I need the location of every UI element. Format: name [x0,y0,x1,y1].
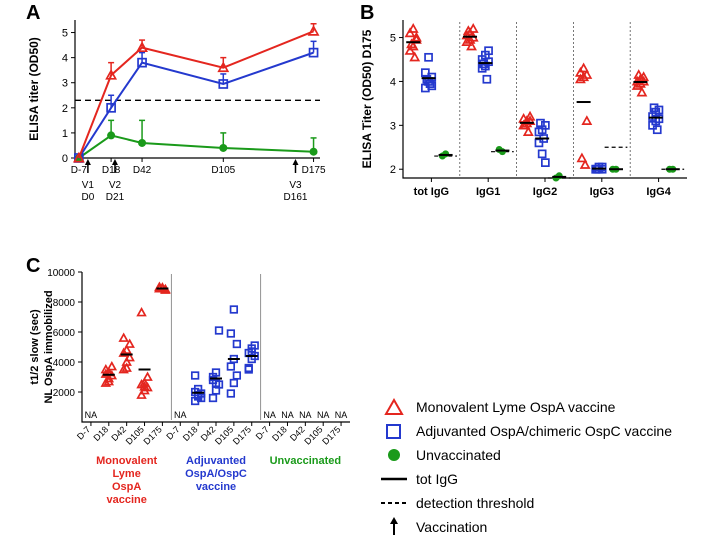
svg-text:Unvaccinated: Unvaccinated [270,455,342,467]
svg-text:6000: 6000 [53,328,76,339]
legend-monovalent-label: Monovalent Lyme OspA vaccine [416,399,615,415]
legend-adjuvanted-label: Adjuvanted OspA/chimeric OspC vaccine [416,423,672,439]
legend-unvaccinated: Unvaccinated [380,443,672,467]
svg-text:2000: 2000 [53,388,76,399]
svg-text:D105: D105 [124,424,146,446]
svg-text:NA: NA [263,410,276,420]
svg-text:t1/2 slow (sec): t1/2 slow (sec) [29,309,41,385]
svg-text:D42: D42 [133,165,152,176]
svg-text:0: 0 [62,153,68,165]
svg-text:NA: NA [281,410,294,420]
svg-text:V3: V3 [289,180,302,191]
svg-text:D175: D175 [302,165,326,176]
svg-text:D105: D105 [302,424,324,446]
svg-text:ELISA titer (OD50): ELISA titer (OD50) [27,37,41,141]
svg-text:5: 5 [390,33,396,45]
svg-text:3: 3 [390,120,396,132]
svg-text:IgG1: IgG1 [476,186,500,198]
svg-text:2: 2 [390,164,396,176]
legend-adjuvanted: Adjuvanted OspA/chimeric OspC vaccine [380,419,672,443]
legend-detection-label: detection threshold [416,495,534,511]
svg-text:D-7: D-7 [71,165,88,176]
svg-text:2: 2 [62,103,68,115]
svg-text:D18: D18 [270,424,289,443]
svg-text:ELISA Titer (OD50) D175: ELISA Titer (OD50) D175 [360,29,374,168]
svg-text:vaccine: vaccine [106,494,146,506]
svg-text:D-7: D-7 [254,424,271,441]
svg-text:D175: D175 [231,424,253,446]
svg-text:NA: NA [317,410,330,420]
svg-text:D0: D0 [81,192,94,203]
svg-text:Lyme: Lyme [113,468,141,480]
legend-unvaccinated-label: Unvaccinated [416,447,501,463]
svg-text:8000: 8000 [53,298,76,309]
legend-detection: detection threshold [380,491,672,515]
svg-text:IgG2: IgG2 [533,186,557,198]
svg-text:V2: V2 [109,180,122,191]
svg-text:NA: NA [174,410,187,420]
svg-text:V1: V1 [82,180,95,191]
svg-text:NA: NA [85,410,98,420]
legend-vaccination-label: Vaccination [416,519,487,535]
svg-text:IgG4: IgG4 [646,186,671,198]
svg-text:D-7: D-7 [75,424,92,441]
svg-text:1: 1 [62,128,68,140]
panel-c-chart: 200040006000800010000D-7NAD18D42D105D175… [20,262,360,542]
panel-b-chart: 2 3 4 5 tot IgG IgG1 IgG2 IgG3 IgG4 ELISA Titer (… [355,8,695,223]
svg-text:Adjuvanted: Adjuvanted [186,455,246,467]
svg-text:tot IgG: tot IgG [414,186,449,198]
svg-text:D-7: D-7 [164,424,181,441]
svg-text:D21: D21 [106,192,125,203]
svg-text:D18: D18 [181,424,200,443]
legend-totigg: tot IgG [380,467,672,491]
svg-text:IgG3: IgG3 [590,186,614,198]
svg-text:D105: D105 [213,424,235,446]
svg-text:D175: D175 [142,424,164,446]
svg-text:D175: D175 [320,424,342,446]
svg-text:OspA: OspA [112,481,141,493]
svg-text:10000: 10000 [47,268,75,279]
svg-text:5: 5 [62,28,68,40]
svg-text:4: 4 [62,53,68,65]
legend-monovalent: Monovalent Lyme OspA vaccine [380,395,672,419]
svg-text:3: 3 [62,78,68,90]
svg-text:vaccine: vaccine [196,481,236,493]
legend: Monovalent Lyme OspA vaccine Adjuvanted … [380,395,672,539]
svg-text:NA: NA [299,410,312,420]
svg-text:D18: D18 [102,165,121,176]
legend-vaccination: Vaccination [380,515,672,539]
legend-totigg-label: tot IgG [416,471,458,487]
svg-text:4: 4 [390,76,396,88]
svg-text:D18: D18 [91,424,110,443]
panel-a-chart: 0 1 2 3 4 5 D-7 D18 D42 D105 D175 V1D0 V2D21 V3D161 EL… [20,8,330,228]
svg-text:4000: 4000 [53,358,76,369]
svg-text:D105: D105 [211,165,235,176]
svg-text:NL OspA immobilized: NL OspA immobilized [43,290,55,403]
svg-text:NA: NA [335,410,348,420]
svg-text:D161: D161 [284,192,308,203]
svg-text:OspA/OspC: OspA/OspC [185,468,247,480]
svg-text:Monovalent: Monovalent [96,455,157,467]
